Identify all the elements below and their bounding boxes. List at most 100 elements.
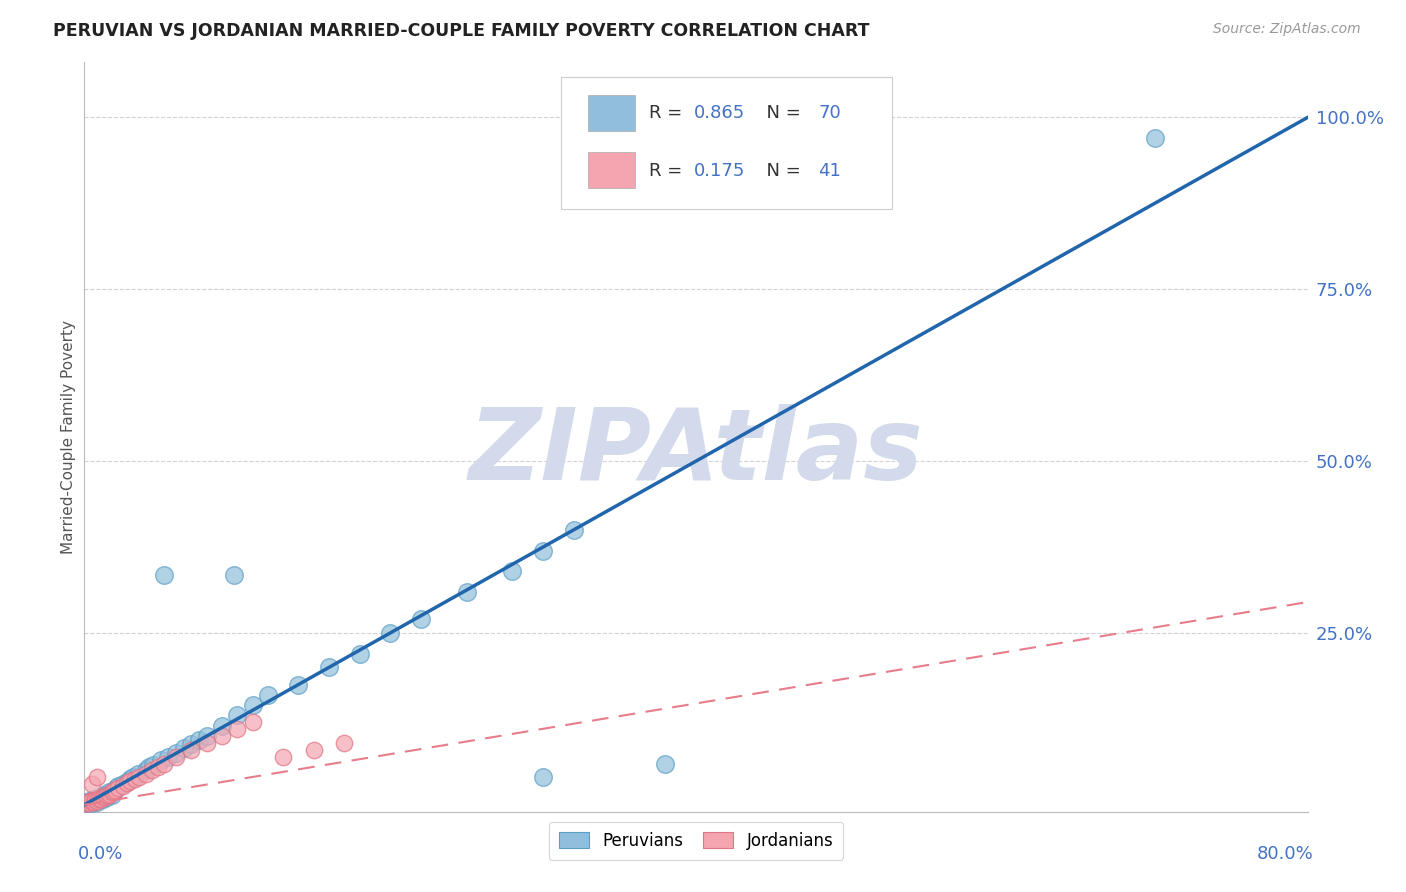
Text: R =: R = bbox=[650, 162, 689, 180]
Point bbox=[173, 741, 195, 756]
Point bbox=[80, 796, 103, 810]
Point bbox=[84, 794, 107, 808]
Point bbox=[75, 797, 97, 811]
Point bbox=[1143, 131, 1166, 145]
Point bbox=[195, 736, 218, 750]
Text: 41: 41 bbox=[818, 162, 841, 180]
Point bbox=[211, 719, 233, 733]
Point bbox=[531, 543, 554, 558]
Point bbox=[105, 780, 128, 795]
Point bbox=[146, 760, 169, 774]
Point bbox=[90, 791, 112, 805]
Y-axis label: Married-Couple Family Poverty: Married-Couple Family Poverty bbox=[60, 320, 76, 554]
Point bbox=[562, 523, 585, 537]
Point bbox=[226, 708, 249, 723]
Point bbox=[89, 791, 111, 805]
Point bbox=[97, 785, 120, 799]
Point bbox=[165, 746, 187, 760]
Point bbox=[115, 776, 138, 790]
Point bbox=[98, 787, 121, 801]
Point bbox=[103, 784, 125, 798]
Point bbox=[502, 564, 524, 578]
Point bbox=[271, 749, 294, 764]
Point bbox=[96, 790, 118, 805]
Point bbox=[80, 777, 103, 791]
Point bbox=[157, 749, 180, 764]
Point bbox=[93, 788, 115, 802]
Point bbox=[94, 789, 117, 803]
Point bbox=[89, 789, 111, 804]
Point bbox=[91, 789, 114, 804]
Point bbox=[349, 647, 371, 661]
Point bbox=[86, 770, 108, 784]
Text: 80.0%: 80.0% bbox=[1257, 846, 1313, 863]
Point bbox=[96, 788, 118, 802]
Point bbox=[90, 791, 112, 805]
Point bbox=[180, 737, 202, 751]
Point bbox=[84, 793, 107, 807]
Point bbox=[287, 677, 309, 691]
Point bbox=[153, 567, 176, 582]
Point bbox=[86, 795, 108, 809]
Point bbox=[226, 723, 249, 737]
Point bbox=[180, 743, 202, 757]
Point bbox=[97, 789, 120, 803]
Point bbox=[333, 736, 356, 750]
Text: N =: N = bbox=[755, 104, 806, 122]
Text: R =: R = bbox=[650, 104, 689, 122]
Point bbox=[165, 749, 187, 764]
Point bbox=[111, 777, 134, 791]
Point bbox=[120, 773, 142, 788]
Point bbox=[77, 794, 100, 808]
Text: 70: 70 bbox=[818, 104, 841, 122]
Point bbox=[86, 794, 108, 808]
Point bbox=[104, 782, 127, 797]
Point bbox=[142, 758, 165, 772]
Text: Source: ZipAtlas.com: Source: ZipAtlas.com bbox=[1213, 22, 1361, 37]
Point bbox=[94, 789, 117, 803]
Point bbox=[93, 790, 115, 805]
Point bbox=[107, 780, 129, 795]
Point bbox=[107, 779, 129, 793]
Point bbox=[531, 770, 554, 784]
Point bbox=[211, 729, 233, 743]
Point bbox=[242, 698, 264, 713]
Text: N =: N = bbox=[755, 162, 806, 180]
Point bbox=[149, 753, 172, 767]
Point bbox=[83, 795, 105, 809]
Point bbox=[654, 756, 676, 771]
Point bbox=[195, 729, 218, 743]
Point bbox=[257, 688, 280, 702]
Point bbox=[456, 584, 478, 599]
Point bbox=[80, 794, 103, 808]
Point bbox=[242, 715, 264, 730]
Text: 0.865: 0.865 bbox=[693, 104, 745, 122]
Point bbox=[76, 797, 98, 811]
Point bbox=[153, 756, 176, 771]
Point bbox=[120, 772, 142, 786]
Point bbox=[79, 794, 101, 808]
Point bbox=[124, 772, 146, 786]
Point bbox=[122, 770, 145, 784]
Point bbox=[101, 789, 124, 803]
Point bbox=[76, 795, 98, 809]
Text: 0.0%: 0.0% bbox=[79, 846, 124, 863]
FancyBboxPatch shape bbox=[561, 78, 891, 209]
Point bbox=[127, 767, 149, 781]
Point bbox=[135, 767, 157, 781]
Point bbox=[380, 626, 402, 640]
Point bbox=[302, 743, 325, 757]
Text: ZIPAtlas: ZIPAtlas bbox=[468, 403, 924, 500]
Point bbox=[128, 770, 150, 784]
Legend: Peruvians, Jordanians: Peruvians, Jordanians bbox=[548, 822, 844, 860]
Point bbox=[115, 775, 138, 789]
Point bbox=[77, 796, 100, 810]
Point bbox=[111, 779, 134, 793]
Point bbox=[409, 612, 432, 626]
Point bbox=[138, 760, 160, 774]
Point bbox=[135, 764, 157, 778]
Point bbox=[83, 792, 105, 806]
Text: 0.175: 0.175 bbox=[693, 162, 745, 180]
Point bbox=[87, 792, 110, 806]
Point bbox=[318, 660, 340, 674]
